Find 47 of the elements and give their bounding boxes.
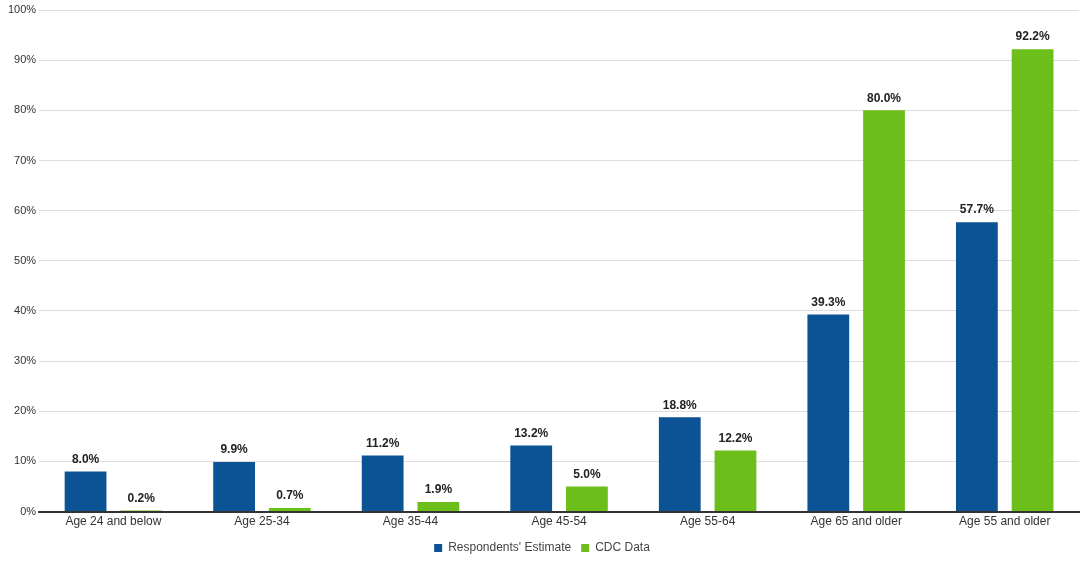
x-tick-label: Age 24 and below — [65, 514, 162, 529]
x-tick-label: Age 25-34 — [234, 514, 290, 529]
data-label: 13.2% — [514, 425, 549, 440]
bar — [64, 471, 107, 512]
x-tick-label: Age 35-44 — [382, 514, 439, 529]
bar — [807, 314, 850, 512]
data-label: 18.8% — [662, 397, 698, 412]
bar — [863, 110, 905, 512]
bar — [417, 502, 460, 512]
data-label: 92.2% — [1015, 29, 1050, 44]
y-tick-label: 90% — [14, 53, 37, 66]
data-label: 39.3% — [811, 294, 846, 309]
x-tick-label: Age 45-54 — [531, 514, 588, 529]
y-tick-label: 100% — [7, 3, 37, 16]
x-tick-label: Age 65 and older — [810, 514, 902, 529]
data-label: 8.0% — [71, 451, 100, 466]
data-label: 5.0% — [573, 466, 601, 481]
data-label: 1.9% — [424, 482, 453, 497]
bar — [714, 450, 757, 512]
bar — [268, 508, 311, 512]
x-tick-label: Age 55-64 — [679, 514, 736, 529]
bar — [566, 486, 608, 512]
data-label: 0.2% — [127, 490, 156, 505]
data-label: 9.9% — [220, 442, 249, 457]
bar — [1011, 49, 1054, 512]
y-tick-label: 30% — [14, 354, 37, 367]
data-label: 0.7% — [276, 488, 304, 503]
legend-label: Respondents' Estimate — [448, 540, 572, 555]
y-tick-label: 60% — [14, 203, 37, 216]
bar — [510, 445, 553, 512]
y-tick-label: 10% — [14, 454, 37, 467]
bar — [361, 455, 404, 512]
legend-label: CDC Data — [595, 540, 651, 555]
bar — [213, 461, 255, 512]
y-tick-label: 40% — [14, 303, 37, 316]
y-tick-label: 70% — [14, 153, 37, 166]
bar — [658, 417, 701, 512]
data-label: 57.7% — [959, 202, 995, 217]
data-label: 80.0% — [867, 90, 902, 105]
y-tick-label: 0% — [20, 504, 37, 517]
bar — [955, 222, 998, 512]
y-tick-label: 50% — [14, 253, 37, 266]
x-tick-label: Age 55 and older — [959, 514, 1051, 529]
data-label: 12.2% — [718, 430, 753, 445]
y-tick-label: 80% — [14, 103, 37, 116]
data-label: 11.2% — [365, 435, 400, 450]
y-tick-label: 20% — [14, 404, 37, 417]
